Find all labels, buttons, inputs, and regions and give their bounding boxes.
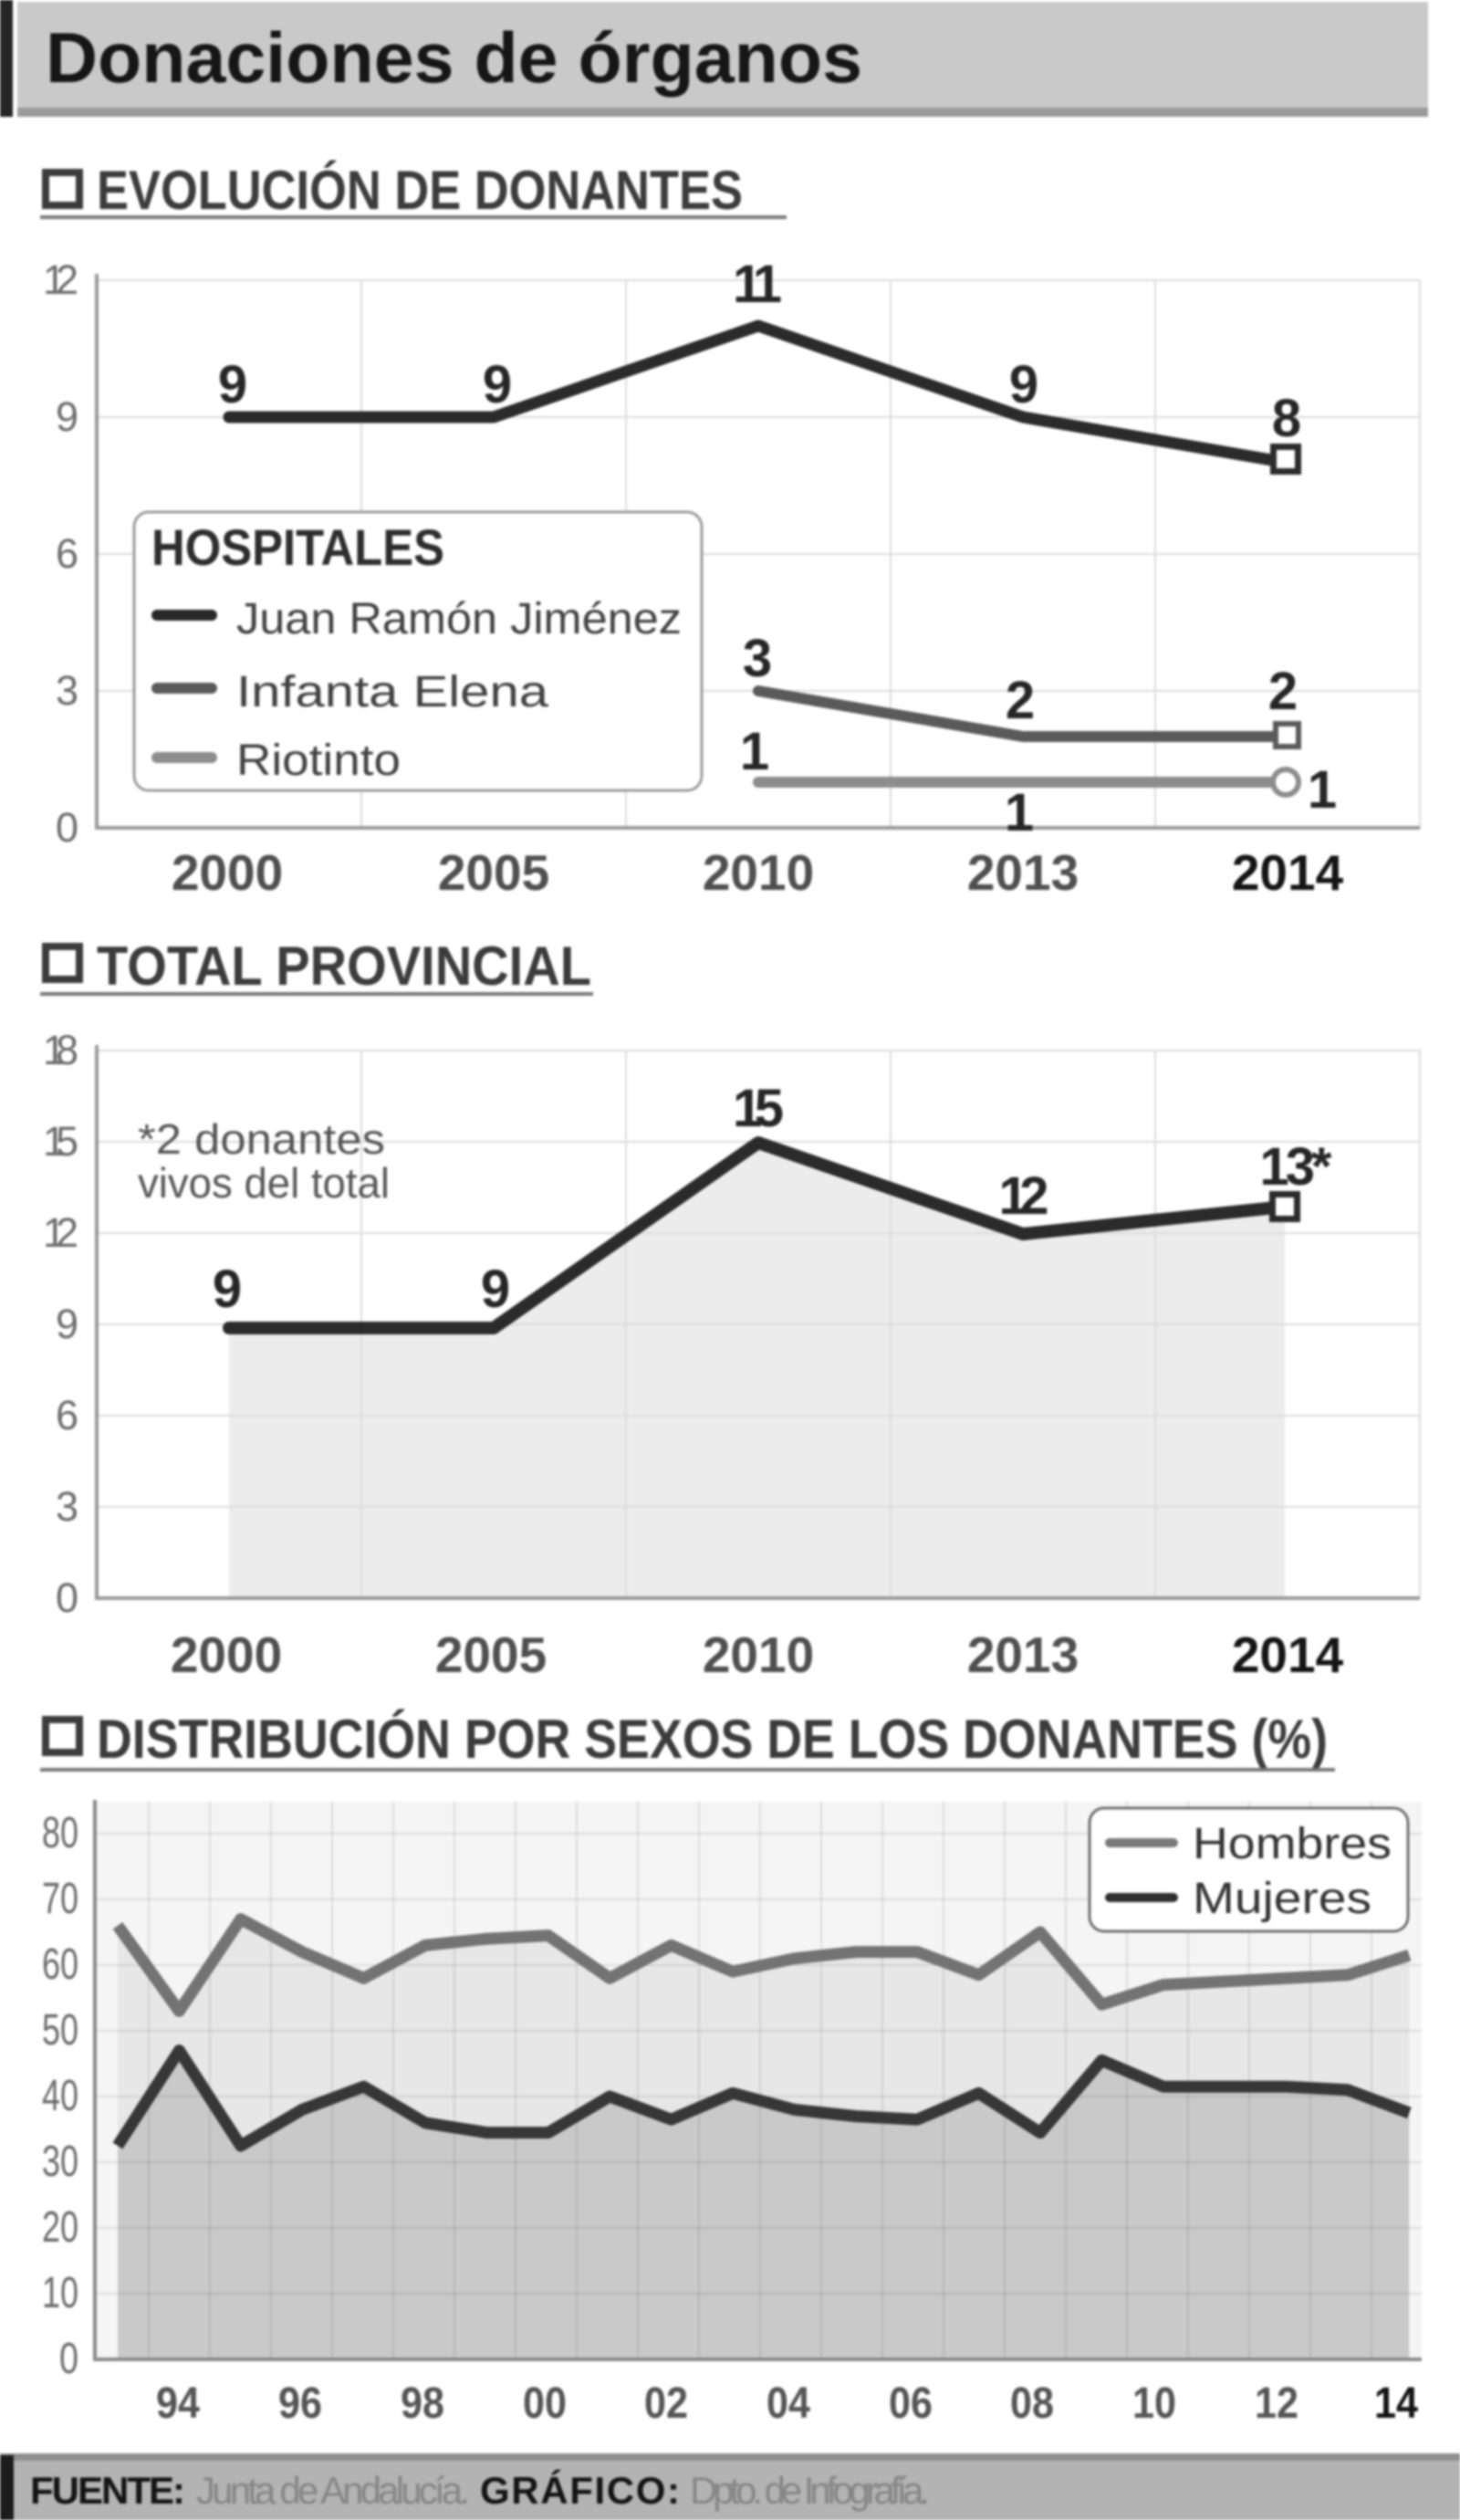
svg-text:14: 14 <box>1374 2379 1418 2428</box>
svg-text:Infanta Elena: Infanta Elena <box>236 668 548 716</box>
svg-text:20: 20 <box>42 2203 78 2252</box>
svg-text:98: 98 <box>401 2379 444 2428</box>
svg-text:9: 9 <box>481 1260 510 1319</box>
svg-text:6: 6 <box>56 1392 78 1438</box>
svg-text:9: 9 <box>218 355 247 414</box>
svg-text:15: 15 <box>733 1079 784 1138</box>
svg-text:Donaciones de órganos: Donaciones de órganos <box>46 17 862 98</box>
svg-text:8: 8 <box>1272 389 1301 448</box>
svg-text:13*: 13* <box>1260 1137 1332 1197</box>
svg-text:2000: 2000 <box>171 1626 282 1683</box>
svg-text:0: 0 <box>56 804 78 851</box>
svg-text:06: 06 <box>889 2379 933 2428</box>
svg-text:80: 80 <box>42 1809 78 1857</box>
svg-text:FUENTE:Junta de Andalucía.GRÁF: FUENTE: Junta de Andalucía. GRÁFICO: Dpto. … <box>30 2469 930 2512</box>
svg-text:2013: 2013 <box>967 844 1079 901</box>
svg-text:6: 6 <box>56 530 78 577</box>
svg-text:40: 40 <box>42 2072 78 2120</box>
svg-text:vivos del total: vivos del total <box>138 1159 390 1207</box>
svg-text:Juan Ramón Jiménez: Juan Ramón Jiménez <box>236 595 682 643</box>
svg-text:12: 12 <box>43 1209 78 1256</box>
svg-text:2014: 2014 <box>1232 1626 1344 1683</box>
svg-text:1: 1 <box>1308 760 1337 820</box>
svg-text:08: 08 <box>1010 2379 1054 2428</box>
svg-text:2005: 2005 <box>435 1626 547 1683</box>
svg-text:2010: 2010 <box>703 1626 814 1683</box>
svg-text:0: 0 <box>56 1574 78 1621</box>
svg-text:1: 1 <box>740 722 769 781</box>
svg-text:3: 3 <box>56 667 78 714</box>
svg-text:04: 04 <box>766 2379 810 2428</box>
svg-text:9: 9 <box>483 355 512 414</box>
svg-text:00: 00 <box>523 2379 567 2428</box>
svg-text:2014: 2014 <box>1232 844 1344 901</box>
svg-text:0: 0 <box>59 2335 78 2383</box>
svg-text:18: 18 <box>43 1027 78 1073</box>
svg-text:2013: 2013 <box>967 1626 1079 1683</box>
svg-text:9: 9 <box>213 1260 242 1319</box>
svg-text:94: 94 <box>156 2379 200 2428</box>
svg-text:3: 3 <box>743 629 772 688</box>
svg-text:96: 96 <box>278 2379 322 2428</box>
svg-text:60: 60 <box>42 1940 78 1989</box>
svg-text:50: 50 <box>42 2006 78 2055</box>
svg-text:HOSPITALES: HOSPITALES <box>151 518 444 576</box>
svg-text:10: 10 <box>42 2269 78 2317</box>
svg-text:70: 70 <box>42 1875 78 1923</box>
svg-text:TOTAL PROVINCIAL: TOTAL PROVINCIAL <box>97 936 591 997</box>
svg-text:*2 donantes: *2 donantes <box>138 1115 385 1163</box>
svg-text:2010: 2010 <box>703 844 814 901</box>
svg-text:3: 3 <box>56 1483 78 1530</box>
svg-text:12: 12 <box>1255 2379 1298 2428</box>
svg-text:15: 15 <box>43 1118 78 1165</box>
svg-text:1: 1 <box>1005 783 1034 842</box>
svg-text:2005: 2005 <box>438 844 549 901</box>
svg-text:9: 9 <box>56 1301 78 1347</box>
svg-text:12: 12 <box>43 256 78 303</box>
svg-text:DISTRIBUCIÓN POR SEXOS DE LOS: DISTRIBUCIÓN POR SEXOS DE LOS DONANTES (… <box>97 1709 1328 1770</box>
svg-text:02: 02 <box>644 2379 688 2428</box>
svg-text:Mujeres: Mujeres <box>1193 1875 1371 1923</box>
svg-text:10: 10 <box>1132 2379 1176 2428</box>
svg-text:2: 2 <box>1006 671 1035 730</box>
svg-text:2000: 2000 <box>172 844 283 901</box>
svg-text:Hombres: Hombres <box>1193 1820 1392 1868</box>
svg-text:Riotinto: Riotinto <box>236 737 401 785</box>
svg-text:9: 9 <box>1009 355 1038 414</box>
svg-text:EVOLUCIÓN DE DONANTES: EVOLUCIÓN DE DONANTES <box>97 160 743 221</box>
svg-text:12: 12 <box>999 1166 1049 1226</box>
svg-text:11: 11 <box>733 255 782 314</box>
svg-text:9: 9 <box>56 393 78 440</box>
svg-text:30: 30 <box>42 2138 78 2186</box>
svg-text:2: 2 <box>1268 662 1298 721</box>
